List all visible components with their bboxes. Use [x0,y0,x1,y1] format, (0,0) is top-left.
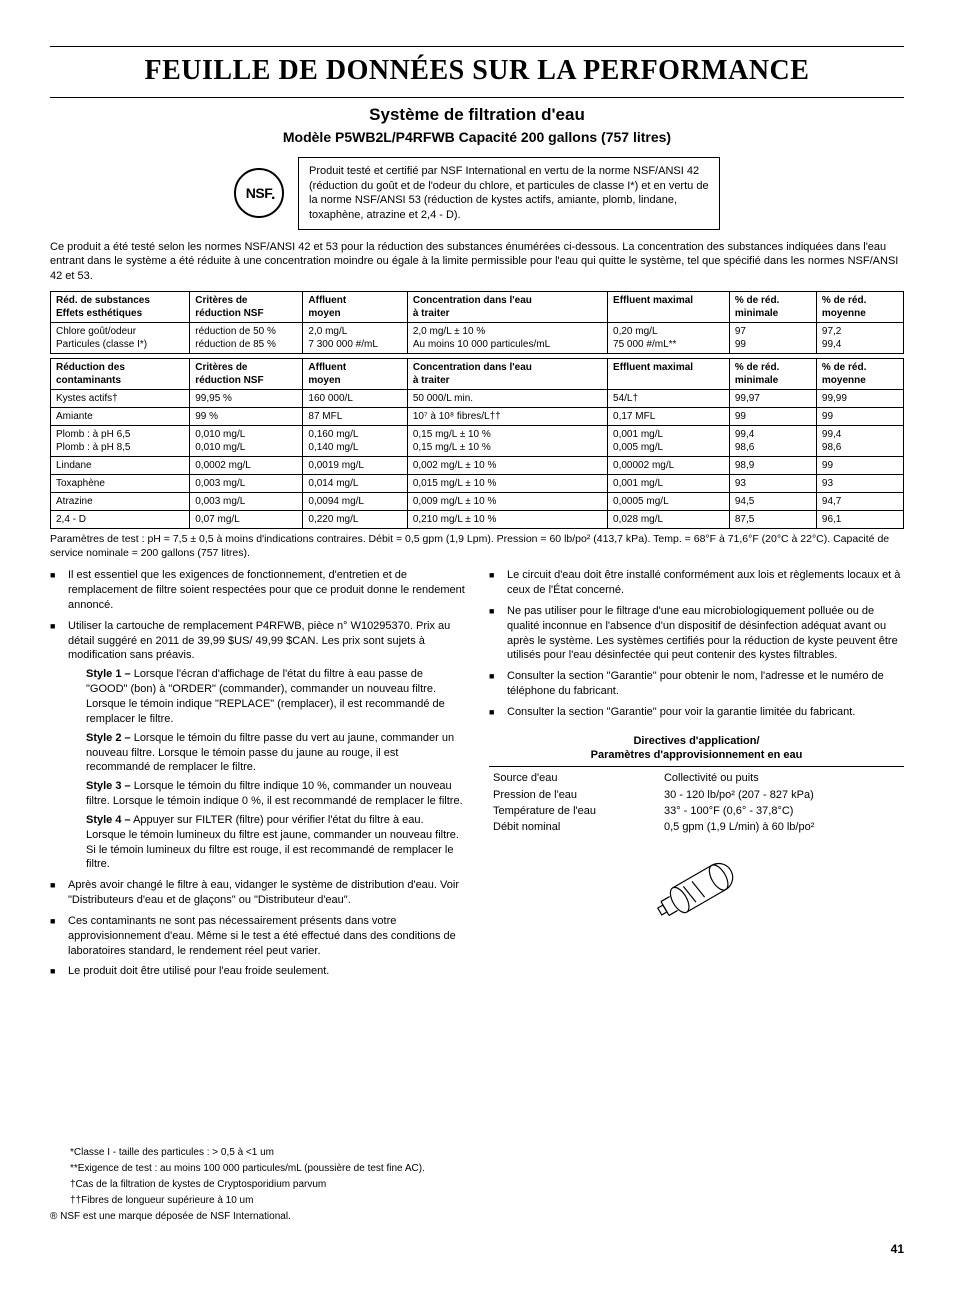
list-item: Ne pas utiliser pour le filtrage d'une e… [489,604,904,663]
style-instruction: Style 4 – Appuyer sur FILTER (filtre) po… [86,813,465,872]
list-item: Après avoir changé le filtre à eau, vida… [50,878,465,908]
table-header: Affluentmoyen [303,291,407,322]
table-row: Atrazine0,003 mg/L0,0094 mg/L0,009 mg/L … [51,492,904,510]
table-row: Plomb : à pH 6,5Plomb : à pH 8,50,010 mg… [51,425,904,456]
nsf-logo-icon: NSF [234,168,284,218]
aesthetic-table: Réd. de substancesEffets esthétiquesCrit… [50,291,904,354]
table-header: Réd. de substancesEffets esthétiques [51,291,190,322]
footnote: ® NSF est une marque déposée de NSF Inte… [50,1209,904,1224]
list-item: Utiliser la cartouche de remplacement P4… [50,619,465,873]
table-row: Source d'eauCollectivité ou puits [489,767,904,787]
table-row: 2,4 - D0,07 mg/L0,220 mg/L0,210 mg/L ± 1… [51,510,904,528]
table-row: Température de l'eau33° - 100°F (0,6° - … [489,803,904,819]
list-item: Consulter la section "Garantie" pour obt… [489,669,904,699]
application-guidelines-title: Directives d'application/Paramètres d'ap… [489,734,904,763]
table-row: Débit nominal0,5 gpm (1,9 L/min) à 60 lb… [489,819,904,835]
table-header: % de réd.minimale [729,291,816,322]
right-bullet-list: Le circuit d'eau doit être installé conf… [489,568,904,720]
list-item: Le circuit d'eau doit être installé conf… [489,568,904,598]
table-header: Effluent maximal [608,291,730,322]
table-header: % de réd.moyenne [816,358,903,389]
style-instruction: Style 1 – Lorsque l'écran d'affichage de… [86,667,465,726]
table-row: Toxaphène0,003 mg/L0,014 mg/L0,015 mg/L … [51,474,904,492]
subtitle-model: Modèle P5WB2L/P4RFWB Capacité 200 gallon… [50,128,904,146]
table-header: Critères deréduction NSF [190,358,303,389]
table-header: Effluent maximal [608,358,730,389]
application-parameters-table: Source d'eauCollectivité ou puitsPressio… [489,766,904,835]
table-header: Critères deréduction NSF [190,291,303,322]
table-header: Réduction descontaminants [51,358,190,389]
list-item: Ces contaminants ne sont pas nécessairem… [50,914,465,959]
list-item: Il est essentiel que les exigences de fo… [50,568,465,613]
style-instruction: Style 3 – Lorsque le témoin du filtre in… [86,779,465,809]
page-number: 41 [50,1242,904,1258]
intro-paragraph: Ce produit a été testé selon les normes … [50,240,904,283]
table-row: Lindane0,0002 mg/L0,0019 mg/L0,002 mg/L … [51,456,904,474]
test-parameters: Paramètres de test : pH = 7,5 ± 0,5 à mo… [50,533,904,560]
page-title: FEUILLE DE DONNÉES SUR LA PERFORMANCE [50,53,904,89]
subtitle-system: Système de filtration d'eau [50,104,904,126]
contaminant-table: Réduction descontaminantsCritères derédu… [50,358,904,529]
footnotes: *Classe I - taille des particules : > 0,… [50,1145,904,1224]
list-item: Consulter la section "Garantie" pour voi… [489,705,904,720]
footnote: ††Fibres de longueur supérieure à 10 um [70,1193,904,1208]
style-instruction: Style 2 – Lorsque le témoin du filtre pa… [86,731,465,776]
footnote: **Exigence de test : au moins 100 000 pa… [70,1161,904,1176]
filter-cartridge-icon [642,850,752,930]
table-header: Affluentmoyen [303,358,407,389]
table-header: Concentration dans l'eauà traiter [407,291,607,322]
table-header: % de réd.minimale [729,358,816,389]
certification-text: Produit testé et certifié par NSF Intern… [298,157,720,230]
table-header: Concentration dans l'eauà traiter [407,358,607,389]
footnote: †Cas de la filtration de kystes de Crypt… [70,1177,904,1192]
left-bullet-list: Il est essentiel que les exigences de fo… [50,568,465,979]
table-row: Pression de l'eau30 - 120 lb/po² (207 - … [489,787,904,803]
table-row: Amiante99 %87 MFL10⁷ à 10⁸ fibres/L††0,1… [51,407,904,425]
table-row: Kystes actifs†99,95 %160 000/L50 000/L m… [51,389,904,407]
list-item: Le produit doit être utilisé pour l'eau … [50,964,465,979]
table-header: % de réd.moyenne [816,291,903,322]
table-row: Chlore goût/odeurParticules (classe I*)r… [51,322,904,353]
footnote: *Classe I - taille des particules : > 0,… [70,1145,904,1160]
